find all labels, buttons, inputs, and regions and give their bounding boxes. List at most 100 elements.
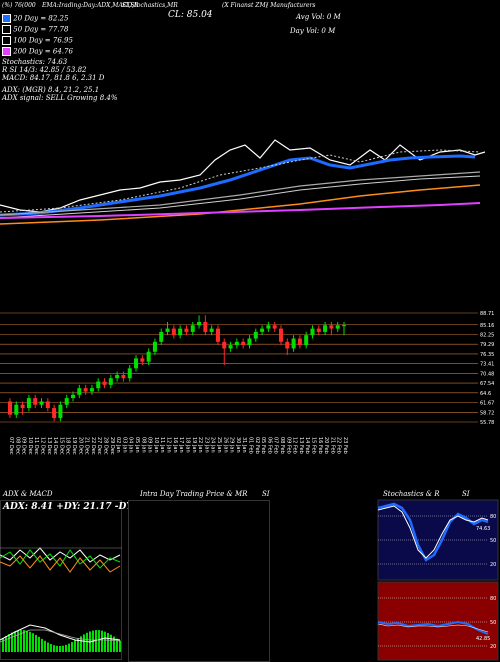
rsi-level-label-2: 20 <box>490 644 496 650</box>
date-label-28: 18 Jan <box>184 437 190 453</box>
date-label-46: 13 Feb <box>298 437 304 454</box>
legend-ema100: 100 Day = 76.95 <box>2 36 202 47</box>
price-level-label-0: 88.71 <box>480 311 494 317</box>
date-label-33: 25 Jan <box>216 437 222 453</box>
candle-body-52 <box>335 325 340 329</box>
adx-lines <box>0 547 122 573</box>
macd-bar-11 <box>35 634 37 652</box>
date-label-38: 01 Feb <box>247 437 253 454</box>
macd-bar-24 <box>74 640 76 652</box>
rsi-panel: 80 50 20 42.85 <box>377 581 499 661</box>
macd-bar-32 <box>98 630 100 652</box>
date-label-25: 12 Jan <box>166 437 172 453</box>
date-label-19: 04 Jan <box>128 437 134 453</box>
stochastics-panel: 80 50 20 74.63 <box>377 499 499 581</box>
stoch-level-label-2: 20 <box>490 562 496 568</box>
legend-rsi: R SI 14/3: 42.85 / 53.82 <box>2 66 87 74</box>
macd-bar-31 <box>95 630 97 652</box>
stoch-lines: 74.63 <box>377 502 490 562</box>
macd-bar-20 <box>62 645 64 652</box>
legend-ema100-swatch <box>2 36 11 45</box>
candle-body-26 <box>171 328 176 336</box>
candle-body-25 <box>165 328 170 332</box>
macd-bar-33 <box>101 630 103 652</box>
candle-body-28 <box>184 328 189 332</box>
macd-bar-17 <box>53 645 55 652</box>
date-label-23: 10 Jan <box>153 437 159 453</box>
ema-lines <box>0 139 486 225</box>
candle-body-12 <box>83 388 88 392</box>
legend-ema20: 20 Day = 82.25 <box>2 14 202 25</box>
date-label-30: 22 Jan <box>197 437 203 453</box>
date-label-6: 13 Dec <box>46 437 52 455</box>
legend-ema200-swatch <box>2 47 11 56</box>
date-axis-labels: 07 Dec 08 Dec 09 Dec 10 Dec 11 Dec 12 Dec 13 D… <box>8 437 348 455</box>
price-level-label-1: 85.16 <box>480 323 494 329</box>
adx-line <box>0 547 121 563</box>
rsi-value-label: 42.85 <box>476 636 490 642</box>
price-level-grid <box>0 312 478 423</box>
candle-body-4 <box>33 398 38 405</box>
rsi-signal-line <box>377 623 489 633</box>
main-price-chart: 88.71 85.16 82.25 79.29 76.35 73.41 70.48 67.54… <box>0 139 494 455</box>
legend-ema200: 200 Day = 64.76 <box>2 47 202 58</box>
date-label-10: 19 Dec <box>71 437 77 455</box>
date-label-39: 02 Feb <box>254 437 260 454</box>
date-label-20: 05 Jan <box>134 437 140 453</box>
intraday-title: Intra Day Trading Price & MR <box>140 490 248 498</box>
intraday-si: SI <box>262 490 270 498</box>
stoch-level-label-0: 80 <box>490 514 496 520</box>
date-label-32: 24 Jan <box>210 437 216 453</box>
date-label-24: 11 Jan <box>159 437 165 453</box>
macd-bar-16 <box>50 644 52 652</box>
legend-ema20-label: 20 Day = 82.25 <box>13 14 69 23</box>
candle-body-31 <box>203 321 208 332</box>
macd-line <box>0 624 121 643</box>
date-label-3: 10 Dec <box>27 437 33 455</box>
adx-values: ADX: 8.41 +DY: 21.17 -DY: 25.05 <box>3 502 167 512</box>
candle-body-44 <box>285 341 290 349</box>
legend-ema50: 50 Day = 77.78 <box>2 25 202 36</box>
price-level-label-7: 67.54 <box>480 381 494 387</box>
day-volume: Day Vol: 0 M <box>290 27 336 35</box>
price-level-label-8: 64.6 <box>480 391 491 397</box>
stoch-title: Stochastics & R <box>383 490 440 498</box>
candle-body-50 <box>323 325 328 332</box>
date-label-21: 08 Jan <box>140 437 146 453</box>
stoch-level-label-1: 50 <box>490 538 496 544</box>
date-label-12: 21 Dec <box>84 437 90 455</box>
legend-adx-signal: ADX signal: SELL Growing 8.4% <box>2 94 118 102</box>
date-label-37: 31 Jan <box>241 437 247 453</box>
price-level-label-6: 70.48 <box>480 371 494 377</box>
avg-volume: Avg Vol: 0 M <box>296 13 341 21</box>
stoch-levels: 80 50 20 <box>378 514 496 568</box>
date-label-48: 15 Feb <box>310 437 316 454</box>
macd-bar-8 <box>26 630 28 652</box>
macd-bar-23 <box>71 642 73 652</box>
date-label-16: 29 Dec <box>109 437 115 455</box>
price-level-label-11: 55.78 <box>480 420 494 426</box>
candle-body-46 <box>297 338 302 346</box>
header-indicators-2: SI,Stochastics,MR <box>122 2 178 9</box>
candle-body-5 <box>39 401 44 405</box>
rsi-level-label-1: 50 <box>490 620 496 626</box>
candle-body-34 <box>222 341 227 349</box>
candle-body-39 <box>253 331 258 339</box>
legend-macd: MACD: 84.17, 81.8 6, 2.31 D <box>2 74 105 82</box>
date-label-43: 08 Feb <box>279 437 285 454</box>
macd-bar-28 <box>86 632 88 652</box>
rsi-lines: 42.85 <box>377 620 490 642</box>
date-label-40: 05 Feb <box>260 437 266 454</box>
macd-bar-39 <box>119 640 121 652</box>
legend-ema100-label: 100 Day = 76.95 <box>13 36 73 45</box>
legend-ema200-label: 200 Day = 64.76 <box>13 47 73 56</box>
price-line <box>0 139 486 213</box>
date-label-41: 06 Feb <box>266 437 272 454</box>
stoch-value-label: 74.63 <box>476 526 490 532</box>
price-level-label-2: 82.25 <box>480 332 494 338</box>
macd-bar-36 <box>110 634 112 652</box>
candle-body-45 <box>291 338 296 349</box>
price-level-label-9: 61.67 <box>480 401 494 407</box>
date-label-26: 16 Jan <box>172 437 178 453</box>
price-level-label-5: 73.41 <box>480 362 494 368</box>
